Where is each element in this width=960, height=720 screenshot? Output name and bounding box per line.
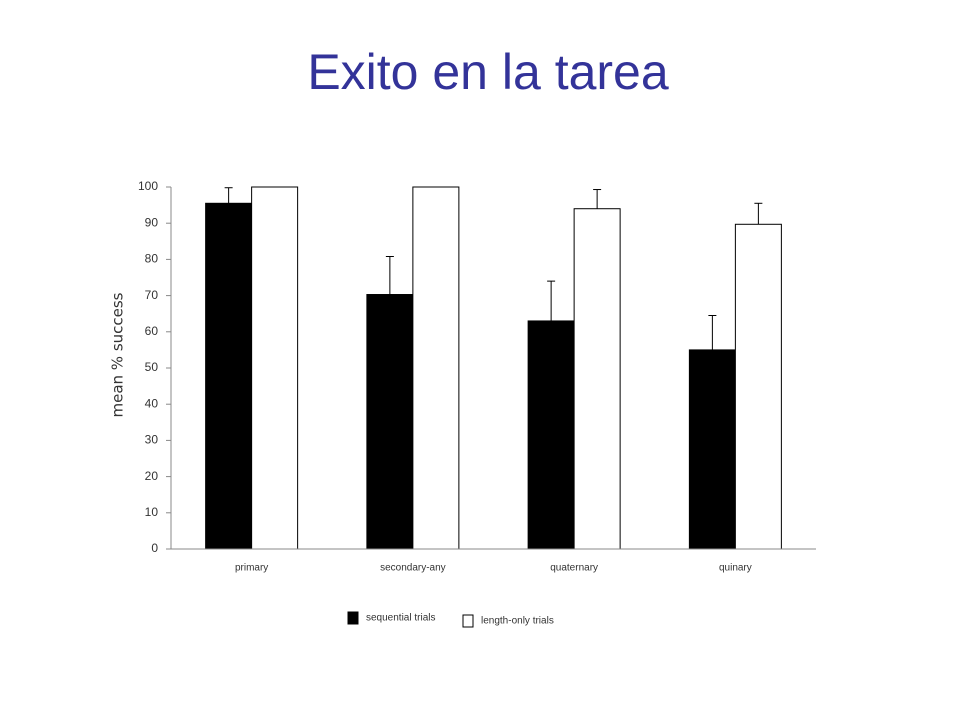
y-tick-label: 60 [145,324,159,338]
bar [251,186,299,550]
x-tick-label: secondary-any [380,563,446,574]
y-tick-label: 20 [145,469,159,483]
y-axis-label: mean % success [109,292,127,417]
y-tick-label: 70 [145,288,159,302]
bar [527,320,575,550]
y-tick-label: 40 [145,396,159,410]
bar [412,186,460,550]
legend-label: length-only trials [481,616,554,627]
bar [688,349,736,550]
legend-swatch [462,614,474,628]
y-tick-label: 80 [145,252,159,266]
y-tick-label: 50 [145,360,159,374]
y-tick-label: 90 [145,215,159,229]
x-tick-label: quinary [719,563,752,574]
bar [734,223,782,550]
bar [573,208,621,550]
y-tick-label: 10 [145,505,159,519]
x-tick-label: quaternary [550,563,598,574]
bar [366,294,414,550]
legend-label: sequential trials [366,613,435,624]
y-tick-label: 0 [151,541,158,555]
y-tick-label: 100 [138,179,158,193]
y-tick-label: 30 [145,433,159,447]
chart-title: Exito en la tarea [307,44,669,100]
x-tick-label: primary [235,563,268,574]
bar [205,202,253,550]
legend-swatch [347,611,359,625]
